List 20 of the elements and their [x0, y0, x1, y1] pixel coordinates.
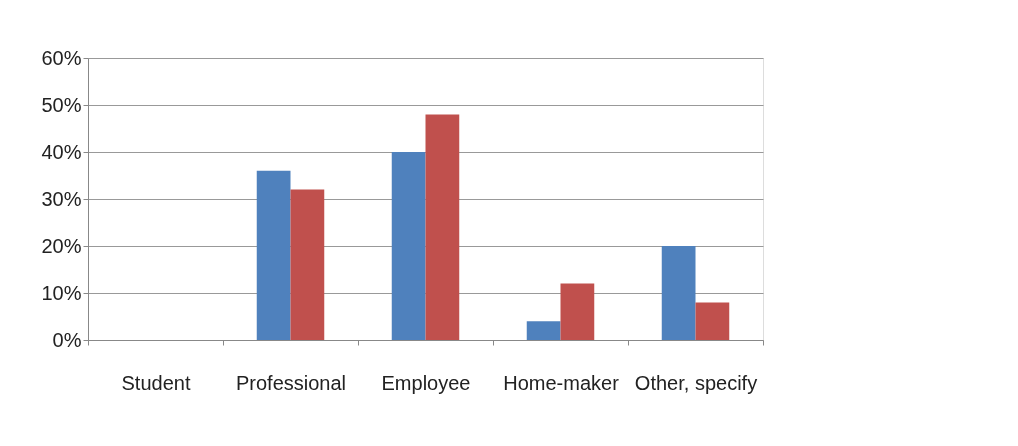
bar	[391, 152, 426, 340]
y-tick-label: 40%	[41, 140, 82, 163]
x-tick-label: Home-maker	[503, 371, 620, 394]
x-tick-label: Other, specify	[634, 371, 758, 394]
bar	[256, 170, 291, 340]
y-tick-label: 50%	[41, 93, 82, 116]
y-tick-label: 10%	[41, 281, 82, 304]
bar	[695, 302, 730, 340]
bar	[290, 189, 325, 340]
x-tick-label: Professional	[235, 371, 347, 394]
bar	[526, 321, 561, 340]
x-tick-label: Employee	[381, 371, 471, 394]
y-tick-label: 20%	[41, 234, 82, 257]
y-tick-label: 0%	[52, 328, 82, 351]
bar	[560, 283, 595, 340]
x-tick-label: Student	[121, 371, 191, 394]
y-tick-label: 30%	[41, 187, 82, 210]
bar	[661, 246, 696, 340]
bar	[425, 114, 460, 340]
y-tick-label: 60%	[41, 46, 82, 69]
